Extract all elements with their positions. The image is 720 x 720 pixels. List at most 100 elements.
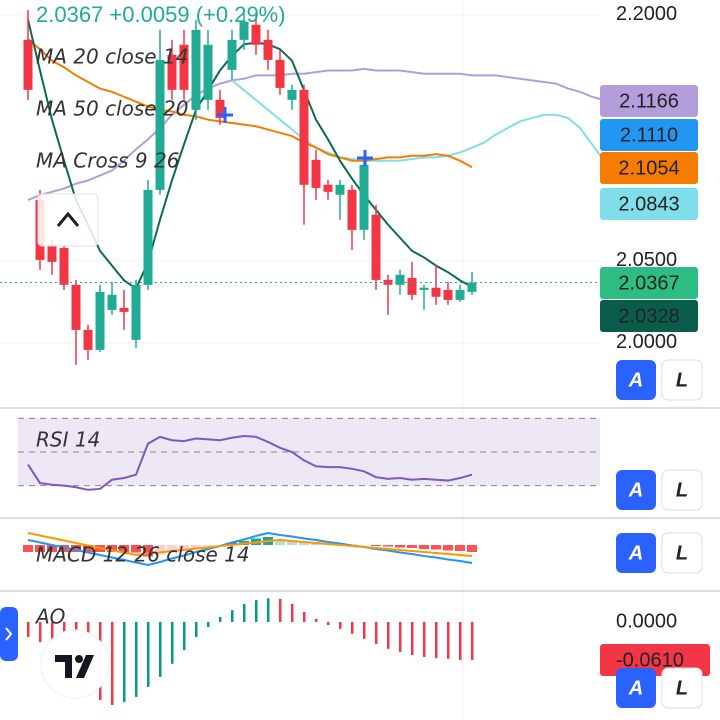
macd-hist-bar [143, 545, 153, 557]
price-badge [600, 85, 698, 117]
logo[interactable] [40, 629, 110, 699]
candle-body [311, 159, 321, 188]
macd-hist-bar [23, 545, 33, 552]
candle-body [167, 54, 177, 90]
cross-marker [217, 107, 373, 166]
candle-body [59, 247, 69, 285]
candle-body [203, 44, 213, 100]
ao-bar [399, 621, 402, 652]
log-scale-button[interactable] [661, 532, 703, 574]
candle-body [215, 99, 225, 118]
macd-hist-bar [155, 545, 165, 555]
ao-bar [195, 621, 198, 637]
ao-bar [147, 621, 150, 687]
candle-body [371, 214, 381, 280]
price-badge-label: 2.1110 [620, 124, 678, 146]
log-scale-label: L [676, 479, 688, 501]
candle-body [107, 294, 117, 310]
ma-line [27, 38, 473, 169]
ma-line [27, 19, 473, 291]
macd-hist-bar [287, 540, 297, 545]
change: +0.0059 [109, 2, 189, 27]
ao-bar [159, 621, 162, 677]
macd-hist-bar [35, 545, 45, 552]
auto-scale-button[interactable] [616, 470, 656, 510]
candle-body [83, 329, 93, 350]
price: 2.0367 [36, 2, 103, 27]
ao-bar [435, 621, 438, 659]
candle-body [347, 189, 357, 230]
ao-bar [123, 621, 126, 702]
log-scale-button[interactable] [661, 359, 703, 401]
macd-hist-bar [299, 541, 309, 545]
price-badge [600, 188, 698, 220]
collapse-icon [56, 211, 80, 227]
ao-bar [363, 621, 366, 639]
candle-body [335, 184, 345, 195]
candle-body [407, 277, 417, 295]
log-scale-label: L [676, 677, 688, 699]
indicator-label: MA 50 close 20 [36, 97, 188, 121]
ao-bar [279, 598, 282, 622]
auto-scale-button[interactable] [616, 668, 656, 708]
ma-line [231, 79, 605, 162]
ao-bar [111, 621, 114, 706]
price-badge [600, 267, 698, 299]
ao-bar [291, 603, 294, 622]
candle-body [395, 274, 405, 285]
candle-body [455, 289, 465, 300]
ao-bar [315, 618, 318, 622]
macd-hist-bar [119, 545, 129, 553]
side-tab[interactable] [0, 607, 18, 661]
y-tick-label: 2.2000 [616, 3, 677, 25]
auto-scale-label: A [628, 479, 643, 501]
auto-scale-label: A [628, 542, 643, 564]
macd-hist-bar [467, 545, 477, 552]
candle-body [467, 282, 477, 292]
macd-hist-bar [383, 545, 393, 547]
ao-bar [447, 621, 450, 659]
log-scale-button[interactable] [661, 667, 703, 709]
price-badge-label: 2.1166 [619, 90, 679, 112]
macd-line [27, 532, 473, 557]
log-scale-button[interactable] [661, 469, 703, 511]
ao-bar [243, 603, 246, 622]
macd-hist-bar [407, 545, 417, 548]
ao-bar [255, 600, 258, 622]
candle-body [419, 287, 429, 290]
ao-bar [471, 621, 474, 661]
ao-bar [219, 616, 222, 622]
candle-body [47, 244, 57, 262]
auto-scale-button[interactable] [616, 360, 656, 400]
candle-body [131, 284, 141, 340]
ao-bar [267, 598, 270, 622]
candle-body [443, 289, 453, 300]
ao-bar [351, 621, 354, 634]
ao-bar [411, 621, 414, 656]
pane-title: AO [34, 605, 65, 629]
macd-hist-bar [443, 545, 453, 551]
indicator-label: MA Cross 9 26 [36, 149, 179, 173]
ao-bar [171, 621, 174, 664]
candle-body [179, 44, 189, 90]
collapse-button[interactable] [37, 193, 99, 247]
price-badge-label: 2.0328 [618, 305, 679, 327]
price-badge [600, 300, 698, 332]
macd-hist-bar [131, 545, 141, 553]
header: 2.0367 +0.0059 (+0.29%) [36, 2, 286, 27]
macd-hist-bar [431, 545, 441, 550]
macd-hist-bar [71, 545, 81, 552]
ao-bar [135, 621, 138, 697]
candle-body [95, 291, 105, 350]
candle-body [275, 59, 285, 88]
ao-bar [459, 621, 462, 661]
auto-scale-label: A [628, 369, 643, 391]
candle-body [359, 164, 369, 230]
price-badge-label: 2.1054 [618, 157, 679, 179]
macd-hist-bar [47, 545, 57, 552]
auto-scale-button[interactable] [616, 533, 656, 573]
macd-hist-bar [167, 545, 177, 553]
candle-body [155, 59, 165, 190]
macd-hist-bar [227, 542, 237, 545]
